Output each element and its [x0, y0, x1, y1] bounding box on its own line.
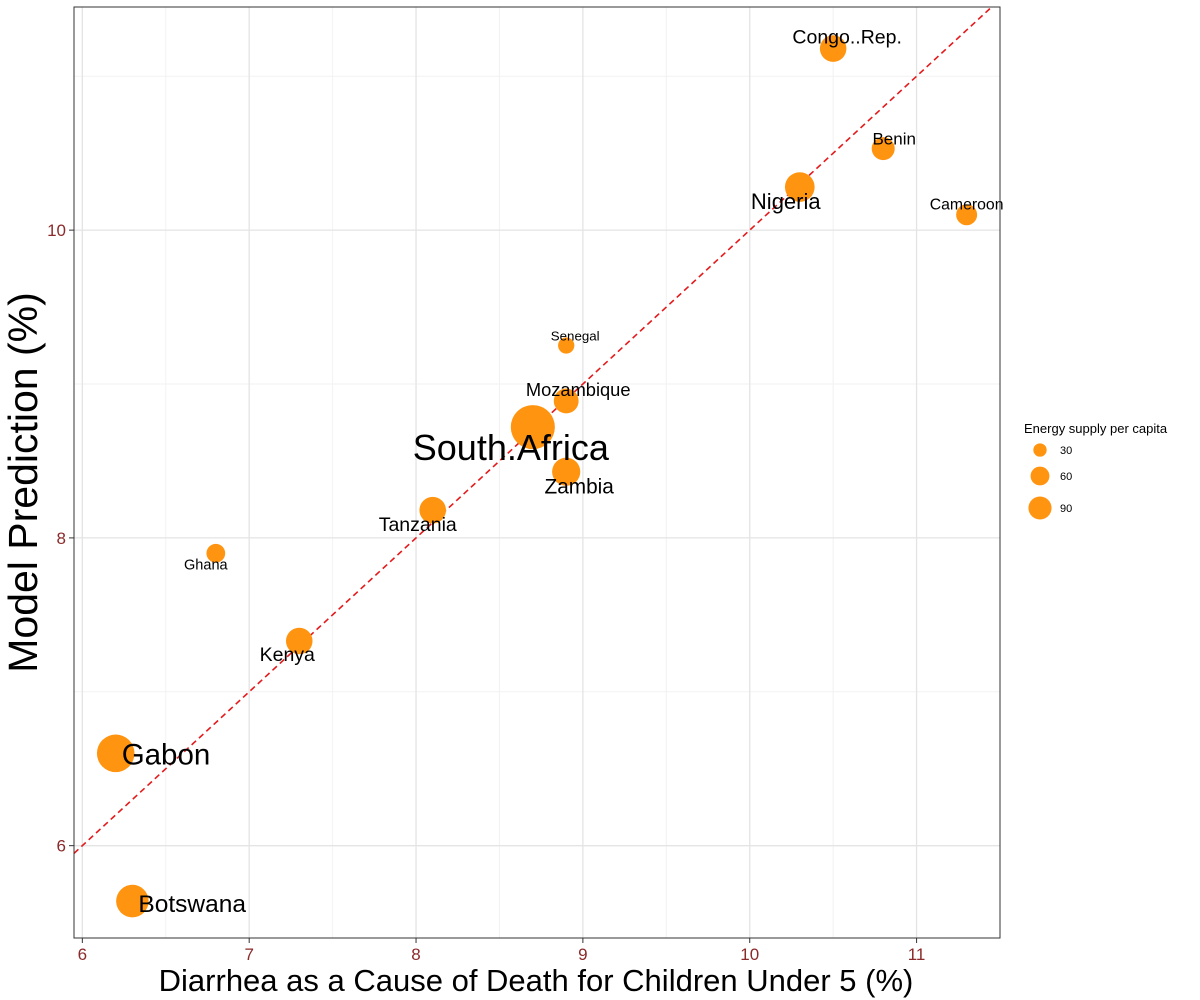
legend: Energy supply per capita 30 60 90 — [1024, 421, 1168, 520]
y-axis-title: Model Prediction (%) — [0, 292, 46, 673]
x-tick-label: 6 — [78, 945, 87, 964]
data-point — [871, 137, 895, 161]
point-label: Gabon — [122, 738, 211, 771]
legend-label: 30 — [1060, 445, 1072, 457]
point-label: Mozambique — [526, 379, 631, 400]
legend-key — [1028, 496, 1052, 520]
point-label: Benin — [872, 130, 915, 149]
data-point — [419, 496, 447, 524]
point-label: Botswana — [138, 891, 246, 918]
ticks-layer: 6 7 8 9 10 11 6 8 10 — [47, 221, 925, 964]
y-tick-label: 8 — [57, 529, 66, 548]
point-label: Tanzania — [379, 514, 457, 536]
panel-border — [73, 6, 1001, 939]
data-point — [285, 627, 313, 655]
point-labels-layer: Congo..Rep. Benin Nigeria Cameroon Senegal Mo… — [122, 27, 1004, 919]
point-label: Senegal — [551, 329, 600, 344]
point-label: South.Africa — [413, 427, 610, 468]
points-layer — [96, 35, 978, 918]
data-point — [552, 457, 581, 486]
data-point — [206, 543, 226, 563]
legend-key — [1033, 443, 1047, 457]
point-label: Congo..Rep. — [792, 27, 902, 49]
data-point — [956, 204, 978, 226]
legend-key — [1030, 466, 1050, 486]
legend-label: 60 — [1060, 471, 1072, 483]
data-point — [96, 734, 135, 773]
y-tick-label: 6 — [57, 837, 66, 856]
x-axis-title: Diarrhea as a Cause of Death for Childre… — [159, 963, 914, 998]
point-label: Nigeria — [751, 189, 821, 214]
data-point — [558, 337, 575, 354]
x-tick-label: 11 — [908, 945, 926, 964]
x-tick-label: 7 — [244, 945, 253, 964]
data-point — [553, 388, 579, 414]
data-point — [784, 172, 815, 202]
data-point — [510, 405, 555, 450]
legend-title: Energy supply per capita — [1024, 421, 1168, 436]
y-tick-label: 10 — [47, 221, 66, 240]
point-label: Kenya — [260, 644, 315, 666]
grid-layer — [74, 7, 1000, 938]
data-point — [116, 884, 149, 918]
x-tick-label: 10 — [740, 945, 759, 964]
point-label: Ghana — [184, 557, 228, 573]
point-label: Cameroon — [930, 197, 1004, 214]
point-label: Zambia — [545, 476, 615, 499]
data-point — [819, 35, 847, 62]
x-tick-label: 8 — [411, 945, 420, 964]
x-tick-label: 9 — [578, 945, 587, 964]
legend-label: 90 — [1060, 503, 1072, 515]
